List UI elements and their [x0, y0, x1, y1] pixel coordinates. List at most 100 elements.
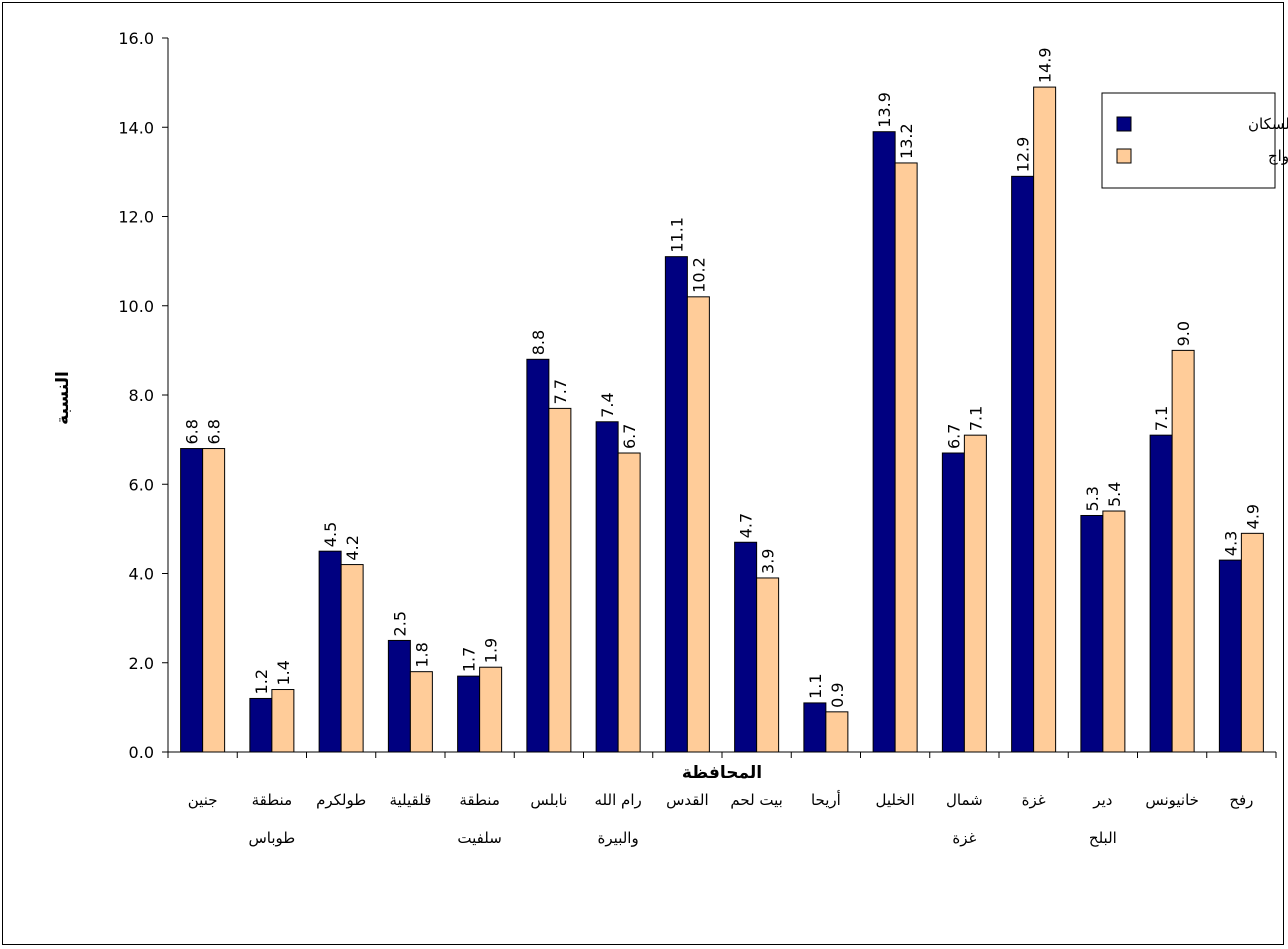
- data-label: 10.2: [689, 257, 708, 293]
- data-label: 4.2: [343, 535, 362, 560]
- data-label: 14.9: [1036, 47, 1055, 83]
- category-label: سلفيت: [457, 829, 501, 847]
- bar-marriage: [756, 577, 780, 753]
- x-axis-title: المحافظة: [682, 763, 762, 783]
- category-label: رام الله: [595, 791, 642, 809]
- category-label: طولكرم: [316, 791, 366, 809]
- bar-marriage: [686, 296, 710, 753]
- bar-population: [1011, 175, 1035, 753]
- axes-layer: 0.0 2.0 4.0 6.0 8.0 10.0 12.0 14.0 16.0 جنين منطقة…: [118, 29, 1277, 847]
- data-label: 2.5: [390, 611, 409, 636]
- bar-marriage: [202, 448, 226, 753]
- data-label: 1.8: [412, 642, 431, 667]
- bar-marriage: [1171, 349, 1195, 753]
- bar-marriage: [340, 564, 364, 753]
- data-label: 1.9: [482, 638, 501, 663]
- y-tick-label: 14.0: [118, 118, 154, 137]
- bar-population: [1218, 559, 1242, 753]
- y-tick-label: 10.0: [118, 297, 154, 316]
- category-label: القدس: [666, 791, 709, 809]
- data-label: 6.8: [205, 419, 224, 444]
- bar-marriage: [1033, 86, 1057, 753]
- data-label: 4.7: [737, 513, 756, 538]
- bars-layer: [180, 86, 1264, 753]
- bar-marriage: [409, 671, 433, 753]
- category-label: رفح: [1229, 791, 1253, 809]
- bar-population: [318, 550, 342, 753]
- bar-marriage: [548, 407, 572, 753]
- data-label: 4.9: [1243, 504, 1262, 529]
- category-label: والبيرة: [598, 829, 639, 847]
- data-label: 1.1: [806, 673, 825, 698]
- bar-population: [734, 541, 758, 753]
- category-label: طوباس: [249, 829, 296, 847]
- data-label: 7.1: [966, 406, 985, 431]
- data-label: 12.9: [1014, 137, 1033, 173]
- bar-population: [249, 697, 273, 753]
- category-label: منطقة: [252, 791, 293, 809]
- data-label: 4.5: [321, 522, 340, 547]
- data-label: 13.9: [875, 92, 894, 128]
- legend-box: [1101, 92, 1276, 189]
- category-label: غزة: [952, 829, 976, 847]
- bar-population: [387, 639, 411, 753]
- legend-label-population: نسبة السكان: [1248, 115, 1288, 133]
- bar-marriage: [825, 711, 849, 753]
- data-labels-layer: 6.8 1.2 4.5 2.5 1.7 8.8 7.4 11.1 4.7 1.1 13.9 6.7 12…: [183, 47, 1263, 707]
- category-label: جنين: [188, 791, 218, 809]
- bar-marriage: [479, 666, 503, 753]
- y-axis-title: النسبة: [53, 371, 73, 425]
- bar-marriage: [963, 434, 987, 753]
- y-tick-label: 4.0: [129, 565, 154, 584]
- category-label: بيت لحم: [730, 791, 782, 809]
- data-label: 5.3: [1083, 486, 1102, 511]
- category-label: أريحا: [811, 790, 841, 809]
- bar-population: [526, 358, 550, 753]
- bar-population: [457, 675, 481, 753]
- data-label: 7.4: [598, 392, 617, 417]
- bar-population: [664, 256, 688, 753]
- category-label: خانيونس: [1145, 791, 1199, 809]
- bar-population: [1080, 514, 1104, 753]
- category-label: نابلس: [530, 791, 567, 809]
- data-label: 1.7: [460, 647, 479, 672]
- data-label: 11.1: [667, 217, 686, 253]
- legend: نسبة السكان نسبة عقود الزواج: [1101, 92, 1288, 189]
- category-label: الخليل: [875, 791, 914, 809]
- legend-label-marriage: نسبة عقود الزواج: [1268, 147, 1288, 166]
- category-label: قلقيلية: [389, 791, 431, 809]
- data-label: 0.9: [828, 682, 847, 707]
- data-label: 7.1: [1152, 406, 1171, 431]
- legend-swatch-population: [1116, 116, 1132, 132]
- y-tick-label: 0.0: [129, 743, 154, 762]
- y-tick-label: 2.0: [129, 654, 154, 673]
- bar-population: [180, 448, 204, 753]
- data-label: 4.3: [1221, 531, 1240, 556]
- bar-marriage: [1240, 532, 1264, 753]
- category-label: منطقة: [459, 791, 500, 809]
- legend-swatch-marriage: [1116, 148, 1132, 164]
- data-label: 13.2: [897, 123, 916, 159]
- data-label: 1.2: [252, 669, 271, 694]
- bar-marriage: [617, 452, 641, 753]
- bar-marriage: [894, 162, 918, 753]
- category-label: دير: [1092, 791, 1112, 809]
- y-tick-label: 16.0: [118, 29, 154, 48]
- bar-marriage: [1102, 510, 1126, 753]
- data-label: 1.4: [274, 660, 293, 685]
- bar-population: [941, 452, 965, 753]
- data-label: 6.7: [620, 424, 639, 449]
- data-label: 5.4: [1105, 482, 1124, 507]
- bar-population: [595, 421, 619, 753]
- data-label: 6.8: [183, 419, 202, 444]
- bar-marriage: [271, 689, 295, 753]
- data-label: 7.7: [551, 379, 570, 404]
- category-label: شمال: [946, 791, 983, 809]
- y-tick-label: 8.0: [129, 386, 154, 405]
- data-label: 6.7: [944, 424, 963, 449]
- data-label: 8.8: [529, 330, 548, 355]
- bar-population: [872, 131, 896, 753]
- bar-population: [1149, 434, 1173, 753]
